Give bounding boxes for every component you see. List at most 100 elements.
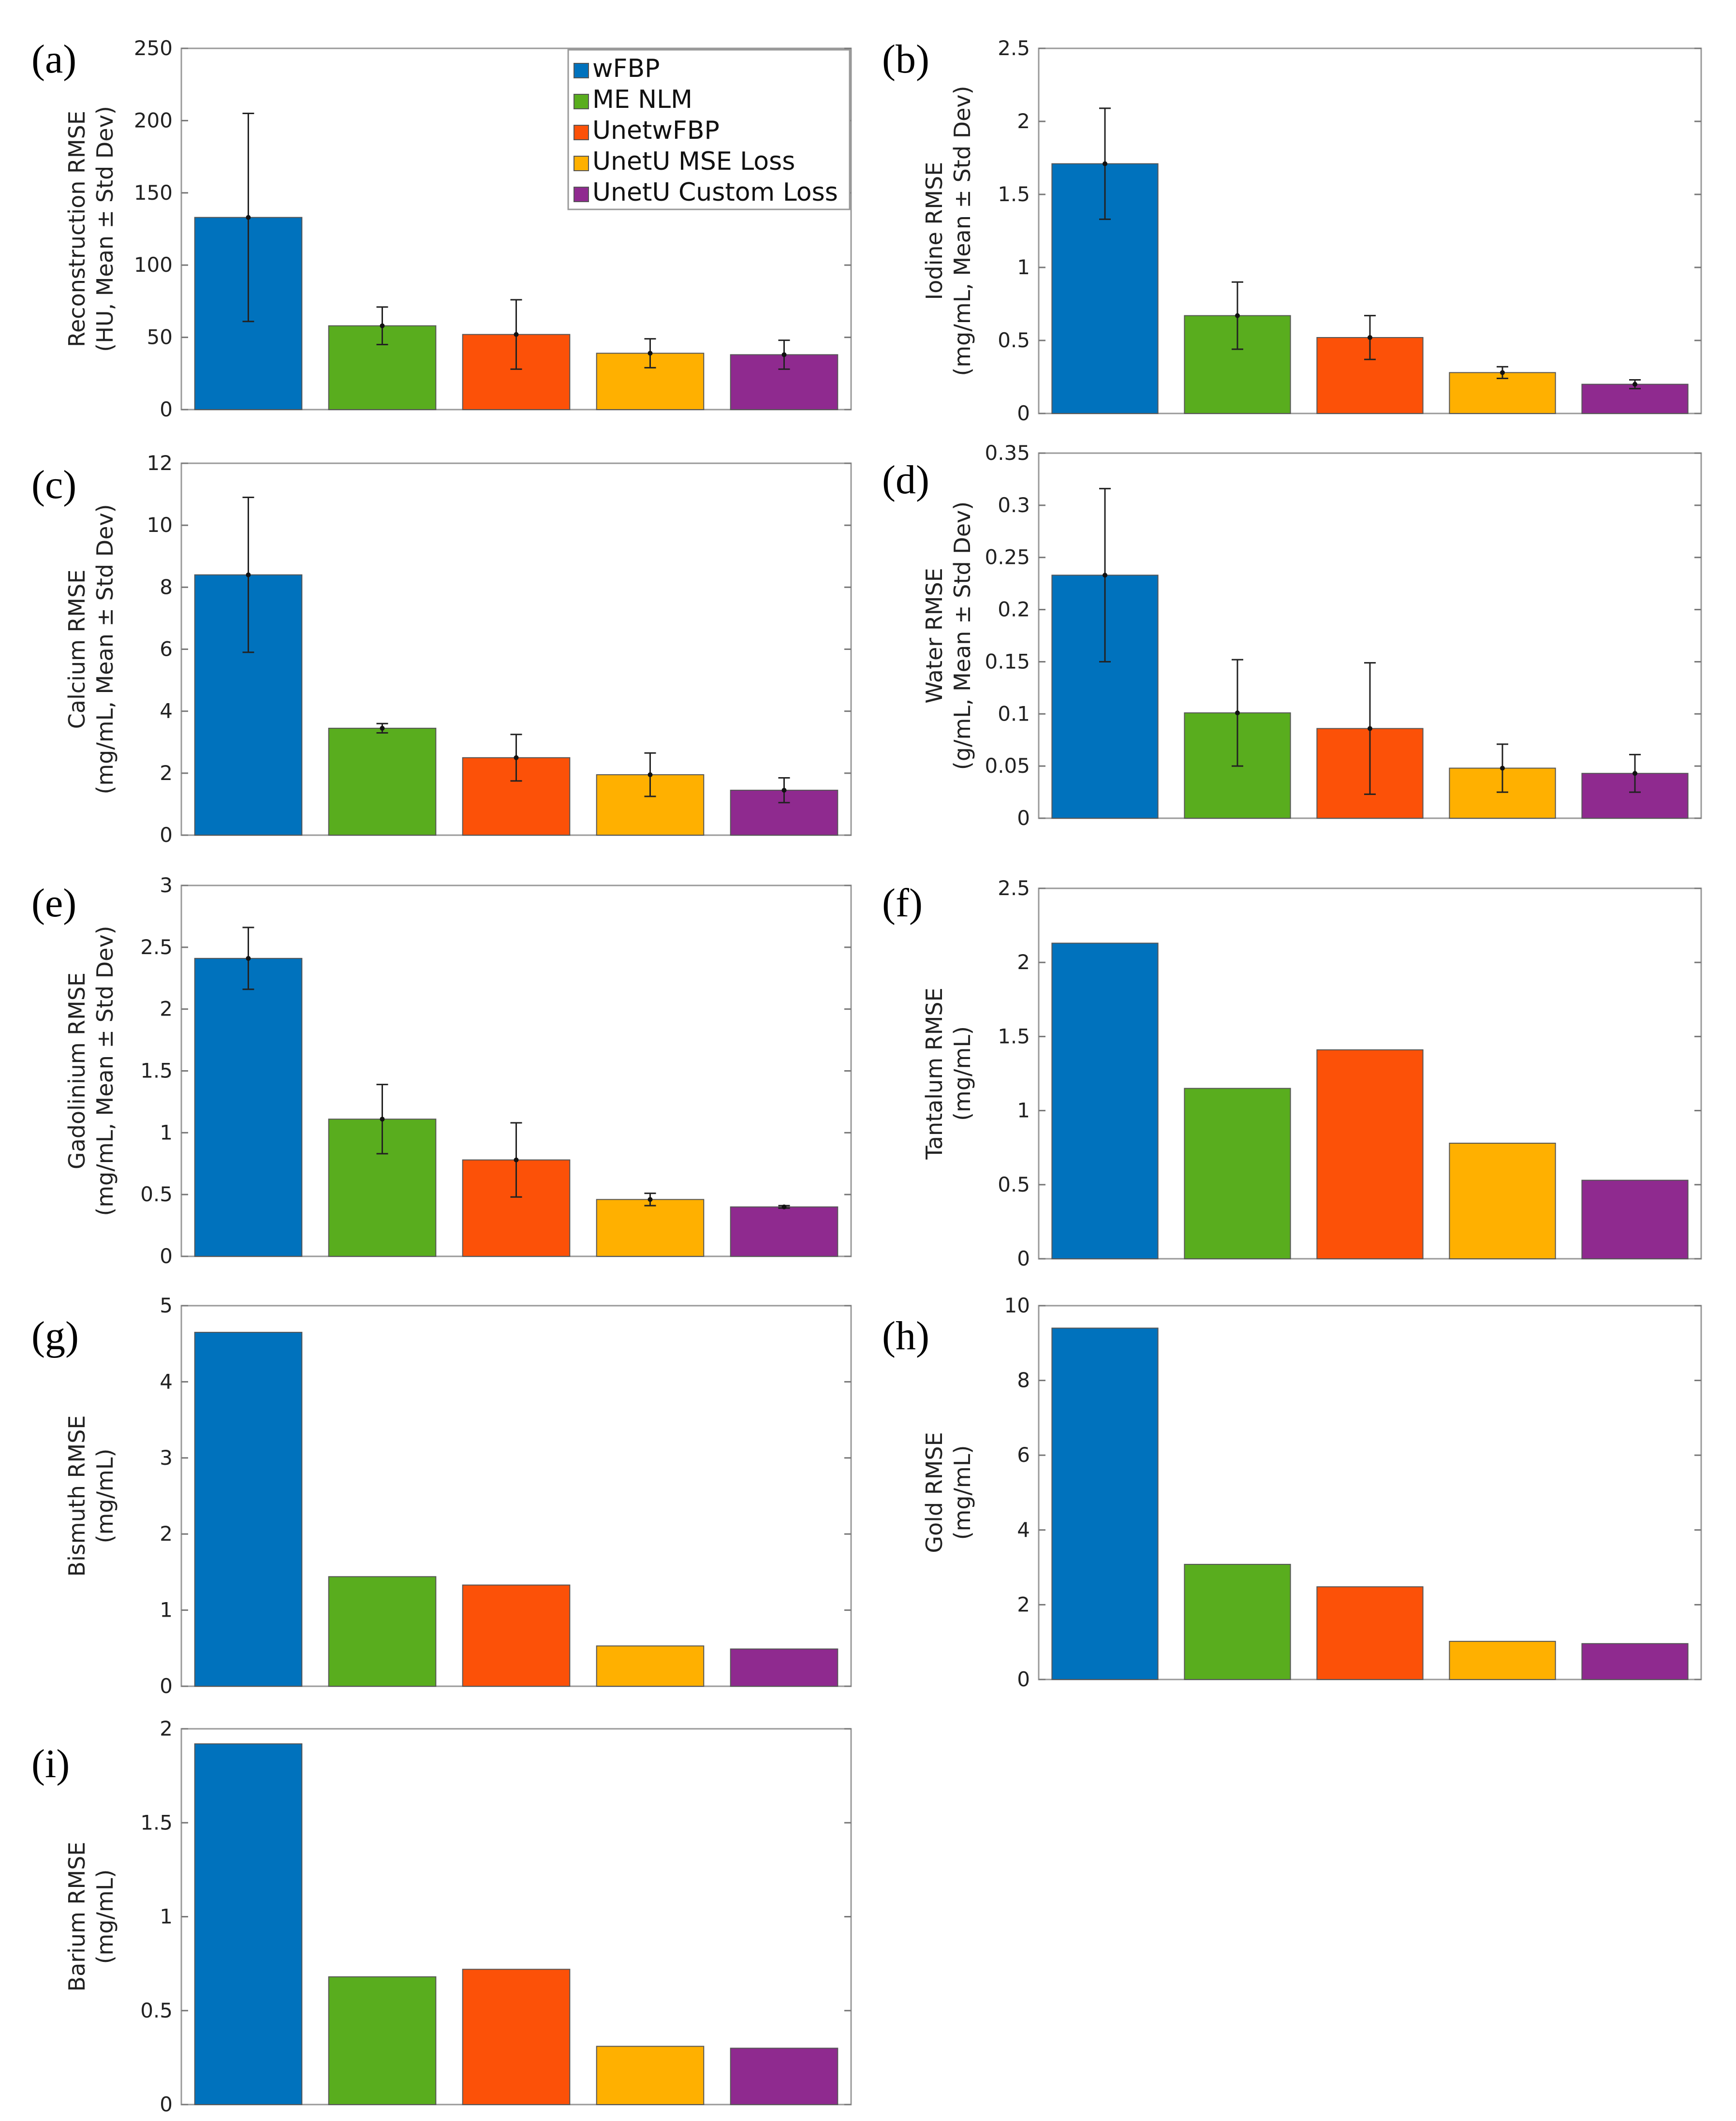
- y-tick-label: 2: [160, 1522, 173, 1546]
- y-tick-label: 3: [160, 873, 173, 897]
- y-tick-label: 50: [147, 325, 173, 349]
- y-tick-label: 2: [160, 1717, 173, 1740]
- panel-label: (b): [882, 37, 929, 82]
- y-axis-label-line: (HU, Mean ± Std Dev): [92, 106, 118, 352]
- y-tick-label: 1.5: [140, 1059, 173, 1083]
- error-bar-unetu-custom-loss: [1629, 379, 1641, 390]
- error-bar-mean-dot: [1368, 335, 1372, 340]
- error-bar-mean-dot: [1103, 161, 1107, 166]
- legend-swatch-unetu-mse-loss: [574, 156, 589, 171]
- bar-unetu-custom-loss: [1581, 1643, 1689, 1680]
- y-tick-label: 0: [1017, 401, 1030, 425]
- y-axis-label: Water RMSE(g/mL, Mean ± Std Dev): [921, 501, 975, 770]
- error-bar-unetu-mse-loss: [1497, 743, 1508, 793]
- y-axis-label: Reconstruction RMSE(HU, Mean ± Std Dev): [64, 106, 118, 352]
- y-axis-label: Barium RMSE(mg/mL): [64, 1842, 118, 1992]
- y-tick-label: 2.5: [998, 36, 1030, 60]
- panel-label: (a): [31, 37, 76, 82]
- bar-wfbp: [194, 1332, 303, 1687]
- error-bar-wfbp: [242, 496, 254, 653]
- bar-unetu-custom-loss: [730, 1206, 839, 1257]
- y-tick-label: 0.5: [140, 1182, 173, 1206]
- bar-me-nlm: [1184, 1088, 1291, 1259]
- bar-unetu-mse-loss: [1449, 372, 1556, 414]
- y-axis-label: Iodine RMSE(mg/mL, Mean ± Std Dev): [921, 86, 975, 376]
- bar-wfbp: [1051, 1327, 1159, 1680]
- bar-me-nlm: [328, 727, 437, 836]
- y-axis-label-line: Iodine RMSE: [921, 162, 947, 300]
- error-bar-mean-dot: [514, 755, 519, 760]
- error-bar-wfbp: [1099, 487, 1111, 663]
- error-bar-mean-dot: [246, 215, 251, 220]
- error-bar-unetwfbp: [510, 1122, 522, 1198]
- y-tick-label: 2.5: [140, 935, 173, 959]
- error-bar-mean-dot: [1500, 370, 1505, 375]
- bar-me-nlm: [1184, 1563, 1291, 1680]
- error-bar-unetwfbp: [1364, 662, 1376, 795]
- chart-panel-i: 0 0.5 1 1.5 2 Barium RMSE(mg/mL) (i): [31, 1717, 852, 2116]
- y-tick-label: 12: [147, 451, 173, 475]
- y-axis-label-line: (mg/mL, Mean ± Std Dev): [92, 504, 118, 794]
- error-bar-mean-dot: [514, 1157, 519, 1163]
- y-tick-label: 0.5: [998, 1173, 1030, 1196]
- y-tick-label: 0.5: [998, 328, 1030, 352]
- y-tick-label: 250: [134, 36, 173, 60]
- error-bar-me-nlm: [376, 722, 388, 734]
- error-bar-unetu-mse-loss: [1497, 366, 1508, 380]
- panel-label: (h): [882, 1313, 929, 1358]
- panel-label: (g): [31, 1313, 79, 1358]
- error-bar-wfbp: [242, 927, 254, 990]
- legend-swatch-unetwfbp: [574, 125, 589, 140]
- legend-label-unetu-mse-loss: UnetU MSE Loss: [592, 147, 795, 176]
- panel-label: (e): [31, 881, 76, 926]
- error-bar-mean-dot: [246, 956, 251, 961]
- bar-unetwfbp: [462, 1584, 571, 1687]
- error-bar-mean-dot: [246, 572, 251, 577]
- y-tick-label: 2: [1017, 950, 1030, 974]
- y-tick-label: 0.1: [998, 702, 1030, 725]
- error-bar-unetwfbp: [510, 734, 522, 782]
- y-axis-label: Calcium RMSE(mg/mL, Mean ± Std Dev): [64, 504, 118, 794]
- legend-swatch-me-nlm: [574, 94, 589, 109]
- error-bar-unetu-mse-loss: [644, 338, 656, 368]
- bar-unetu-mse-loss: [1449, 1641, 1556, 1680]
- error-bar-wfbp: [242, 112, 254, 323]
- y-tick-label: 0.05: [985, 754, 1030, 778]
- legend-label-me-nlm: ME NLM: [592, 85, 692, 114]
- y-tick-label: 2: [1017, 1592, 1030, 1616]
- y-axis-label-line: (mg/mL, Mean ± Std Dev): [949, 86, 975, 376]
- error-bar-unetu-mse-loss: [644, 752, 656, 797]
- bar-unetu-custom-loss: [1581, 1179, 1689, 1259]
- y-axis-label-line: Tantalum RMSE: [921, 987, 947, 1160]
- error-bar-mean-dot: [1368, 726, 1372, 731]
- y-axis-label: Gold RMSE(mg/mL): [921, 1432, 975, 1553]
- error-bar-unetu-custom-loss: [778, 339, 790, 370]
- y-axis-label-line: (mg/mL, Mean ± Std Dev): [92, 926, 118, 1216]
- y-tick-label: 100: [134, 253, 173, 277]
- legend-box: [567, 49, 851, 210]
- bar-unetu-mse-loss: [596, 1199, 705, 1257]
- y-axis-label-line: (mg/mL): [949, 1445, 975, 1540]
- bar-unetu-mse-loss: [596, 2046, 705, 2105]
- y-axis-label-line: Reconstruction RMSE: [64, 111, 90, 347]
- error-bar-mean-dot: [1235, 710, 1240, 716]
- error-bar-mean-dot: [647, 772, 653, 778]
- chart-panel-c: 0 2 4 6 8 10 12 Calcium RMSE(mg/mL, Mean ± Std …: [31, 451, 852, 847]
- chart-panel-f: 0 0.5 1 1.5 2 2.5 Tantalum RMSE(mg/mL) (f): [882, 876, 1702, 1270]
- y-axis-label-line: (g/mL, Mean ± Std Dev): [949, 501, 975, 770]
- y-axis-label-line: Water RMSE: [921, 568, 947, 704]
- chart-panel-a: 0 50 100 150 200 250 Reconstruction RMSE(HU, M…: [31, 36, 852, 421]
- error-bar-mean-dot: [781, 352, 787, 357]
- error-bar-mean-dot: [380, 1117, 385, 1122]
- y-tick-label: 0: [160, 1674, 173, 1698]
- y-tick-label: 1.5: [998, 1024, 1030, 1048]
- error-bar-mean-dot: [380, 323, 385, 328]
- chart-panel-g: 0 1 2 3 4 5 Bismuth RMSE(mg/mL) (g): [31, 1294, 852, 1698]
- y-tick-label: 0: [1017, 806, 1030, 830]
- bar-unetwfbp: [1316, 1049, 1424, 1260]
- chart-panel-e: 0 0.5 1 1.5 2 2.5 3 Gadolinium RMSE(mg/mL, Mean…: [31, 873, 852, 1268]
- error-bar-mean-dot: [1500, 766, 1505, 771]
- y-tick-label: 6: [160, 637, 173, 661]
